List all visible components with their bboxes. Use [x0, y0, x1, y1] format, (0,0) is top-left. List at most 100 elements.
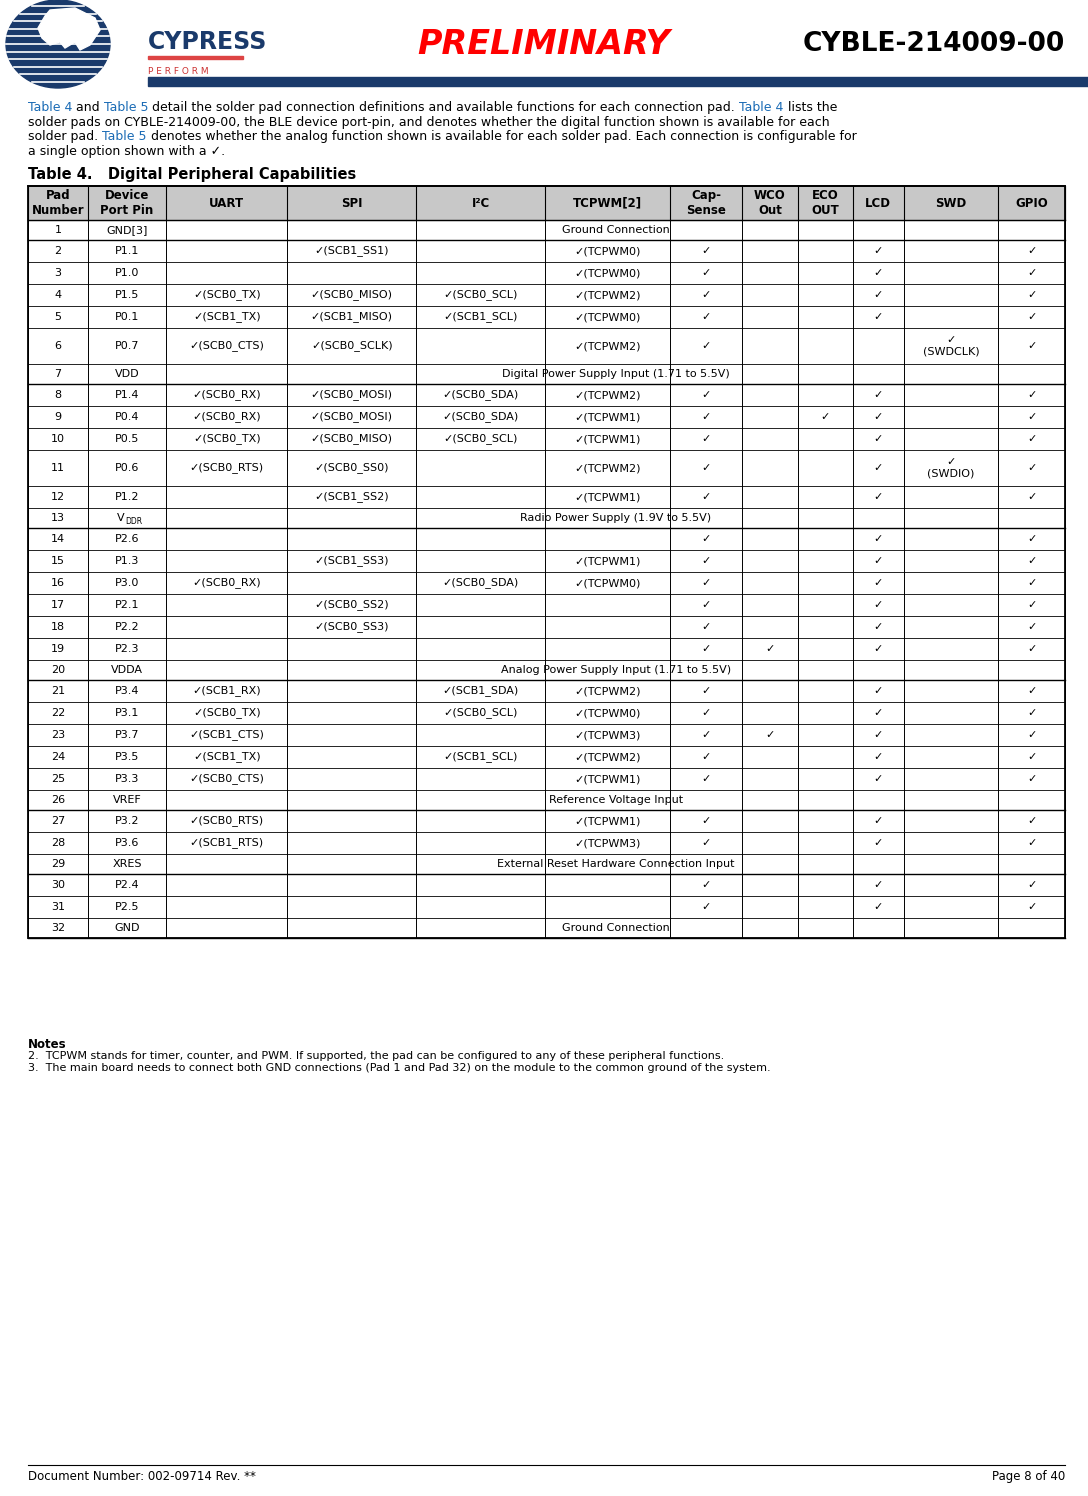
Text: ✓(SCB0_SCL): ✓(SCB0_SCL)	[444, 290, 518, 301]
Text: ✓: ✓	[874, 815, 883, 826]
Text: ✓(TCPWM0): ✓(TCPWM0)	[574, 268, 641, 278]
Text: 14: 14	[51, 534, 65, 545]
Text: ✓(TCPWM2): ✓(TCPWM2)	[574, 390, 641, 399]
Text: SWD: SWD	[936, 196, 966, 209]
Text: 28: 28	[51, 838, 65, 848]
Bar	[28, 450, 1065, 486]
Text: ✓: ✓	[874, 411, 883, 422]
Text: ✓(SCB0_SCL): ✓(SCB0_SCL)	[444, 708, 518, 718]
Text: ✓: ✓	[874, 643, 883, 654]
Bar	[28, 874, 1065, 896]
Text: ✓(TCPWM0): ✓(TCPWM0)	[574, 708, 641, 718]
Text: ✓: ✓	[765, 730, 775, 741]
Text: ✓: ✓	[1027, 600, 1036, 610]
Text: P1.5: P1.5	[115, 290, 139, 301]
Text: ✓: ✓	[1027, 434, 1036, 444]
Text: P0.6: P0.6	[115, 462, 139, 473]
Text: P3.0: P3.0	[115, 577, 139, 588]
Text: ✓(SCB1_TX): ✓(SCB1_TX)	[193, 751, 260, 763]
Bar	[28, 364, 1065, 384]
Text: Table 4: Table 4	[28, 102, 73, 114]
Text: Table 4.   Digital Peripheral Capabilities: Table 4. Digital Peripheral Capabilities	[28, 168, 356, 183]
Text: ✓(TCPWM1): ✓(TCPWM1)	[574, 557, 641, 565]
Text: 1: 1	[54, 224, 61, 235]
Text: P3.2: P3.2	[115, 815, 139, 826]
Bar	[28, 509, 1065, 528]
Text: ✓: ✓	[702, 838, 710, 848]
Text: GPIO: GPIO	[1015, 196, 1048, 209]
Text: Notes: Notes	[28, 1038, 66, 1052]
Text: ✓(SCB0_MISO): ✓(SCB0_MISO)	[311, 290, 393, 301]
Text: TCPWM[2]: TCPWM[2]	[573, 196, 642, 209]
Text: ✓: ✓	[1027, 773, 1036, 784]
Text: GND: GND	[114, 923, 140, 934]
Text: ✓: ✓	[702, 622, 710, 631]
Text: ✓: ✓	[874, 268, 883, 278]
Text: ✓: ✓	[702, 290, 710, 301]
Text: ✓: ✓	[874, 434, 883, 444]
Text: ✓: ✓	[874, 290, 883, 301]
Text: P3.6: P3.6	[115, 838, 139, 848]
Bar	[28, 681, 1065, 702]
Text: ✓(SCB0_SCLK): ✓(SCB0_SCLK)	[311, 341, 393, 352]
Text: 19: 19	[51, 643, 65, 654]
Text: 13: 13	[51, 513, 65, 524]
Bar	[28, 747, 1065, 767]
Text: PRELIMINARY: PRELIMINARY	[418, 27, 670, 60]
Text: 2.  TCPWM stands for timer, counter, and PWM. If supported, the pad can be confi: 2. TCPWM stands for timer, counter, and …	[28, 1052, 725, 1061]
Text: P2.6: P2.6	[115, 534, 139, 545]
Bar	[28, 637, 1065, 660]
Text: ✓(TCPWM0): ✓(TCPWM0)	[574, 245, 641, 256]
Text: ✓(SCB0_TX): ✓(SCB0_TX)	[193, 708, 260, 718]
Text: LCD: LCD	[865, 196, 891, 209]
Text: 8: 8	[54, 390, 62, 399]
Text: ✓(SCB1_MISO): ✓(SCB1_MISO)	[311, 311, 393, 323]
Bar	[28, 854, 1065, 874]
Text: ✓: ✓	[874, 730, 883, 741]
Text: P3.7: P3.7	[115, 730, 139, 741]
Text: ✓(SCB0_TX): ✓(SCB0_TX)	[193, 290, 260, 301]
Text: detail the solder pad connection definitions and available functions for each co: detail the solder pad connection definit…	[148, 102, 739, 114]
Text: ✓(SCB1_SCL): ✓(SCB1_SCL)	[444, 311, 518, 323]
Text: XRES: XRES	[112, 859, 141, 869]
Text: ✓: ✓	[1027, 534, 1036, 545]
Text: ✓: ✓	[1027, 462, 1036, 473]
Text: lists the: lists the	[783, 102, 837, 114]
Text: ✓(TCPWM2): ✓(TCPWM2)	[574, 290, 641, 301]
Text: ✓: ✓	[874, 838, 883, 848]
Text: ✓(SCB0_MOSI): ✓(SCB0_MOSI)	[311, 411, 393, 422]
Polygon shape	[38, 7, 100, 49]
Text: ✓(SCB1_SS2): ✓(SCB1_SS2)	[314, 492, 390, 503]
Text: 20: 20	[51, 666, 65, 675]
Bar	[28, 919, 1065, 938]
Bar	[28, 790, 1065, 809]
Bar	[28, 328, 1065, 364]
Text: P3.3: P3.3	[115, 773, 139, 784]
Text: 4: 4	[54, 290, 62, 301]
Text: ✓: ✓	[874, 773, 883, 784]
Text: 9: 9	[54, 411, 62, 422]
Text: 2: 2	[54, 245, 62, 256]
Text: ✓: ✓	[702, 557, 710, 565]
Text: WCO
Out: WCO Out	[754, 188, 786, 217]
Ellipse shape	[7, 0, 110, 88]
Bar	[28, 405, 1065, 428]
Text: ✓(TCPWM3): ✓(TCPWM3)	[574, 838, 641, 848]
Text: ✓: ✓	[1027, 838, 1036, 848]
Text: ✓: ✓	[702, 534, 710, 545]
Text: ✓: ✓	[874, 600, 883, 610]
Text: ✓: ✓	[874, 902, 883, 913]
Text: Radio Power Supply (1.9V to 5.5V): Radio Power Supply (1.9V to 5.5V)	[520, 513, 712, 524]
Text: ✓: ✓	[702, 313, 710, 322]
Text: I²C: I²C	[472, 196, 490, 209]
Text: 29: 29	[51, 859, 65, 869]
Text: 7: 7	[54, 370, 62, 378]
Text: ✓(SCB0_CTS): ✓(SCB0_CTS)	[189, 773, 264, 784]
Bar	[28, 307, 1065, 328]
Text: ✓: ✓	[702, 687, 710, 696]
Text: ✓: ✓	[1027, 313, 1036, 322]
Text: ✓(SCB1_RTS): ✓(SCB1_RTS)	[189, 838, 263, 848]
Text: ✓(TCPWM2): ✓(TCPWM2)	[574, 462, 641, 473]
Text: ✓: ✓	[1027, 752, 1036, 761]
Text: 10: 10	[51, 434, 65, 444]
